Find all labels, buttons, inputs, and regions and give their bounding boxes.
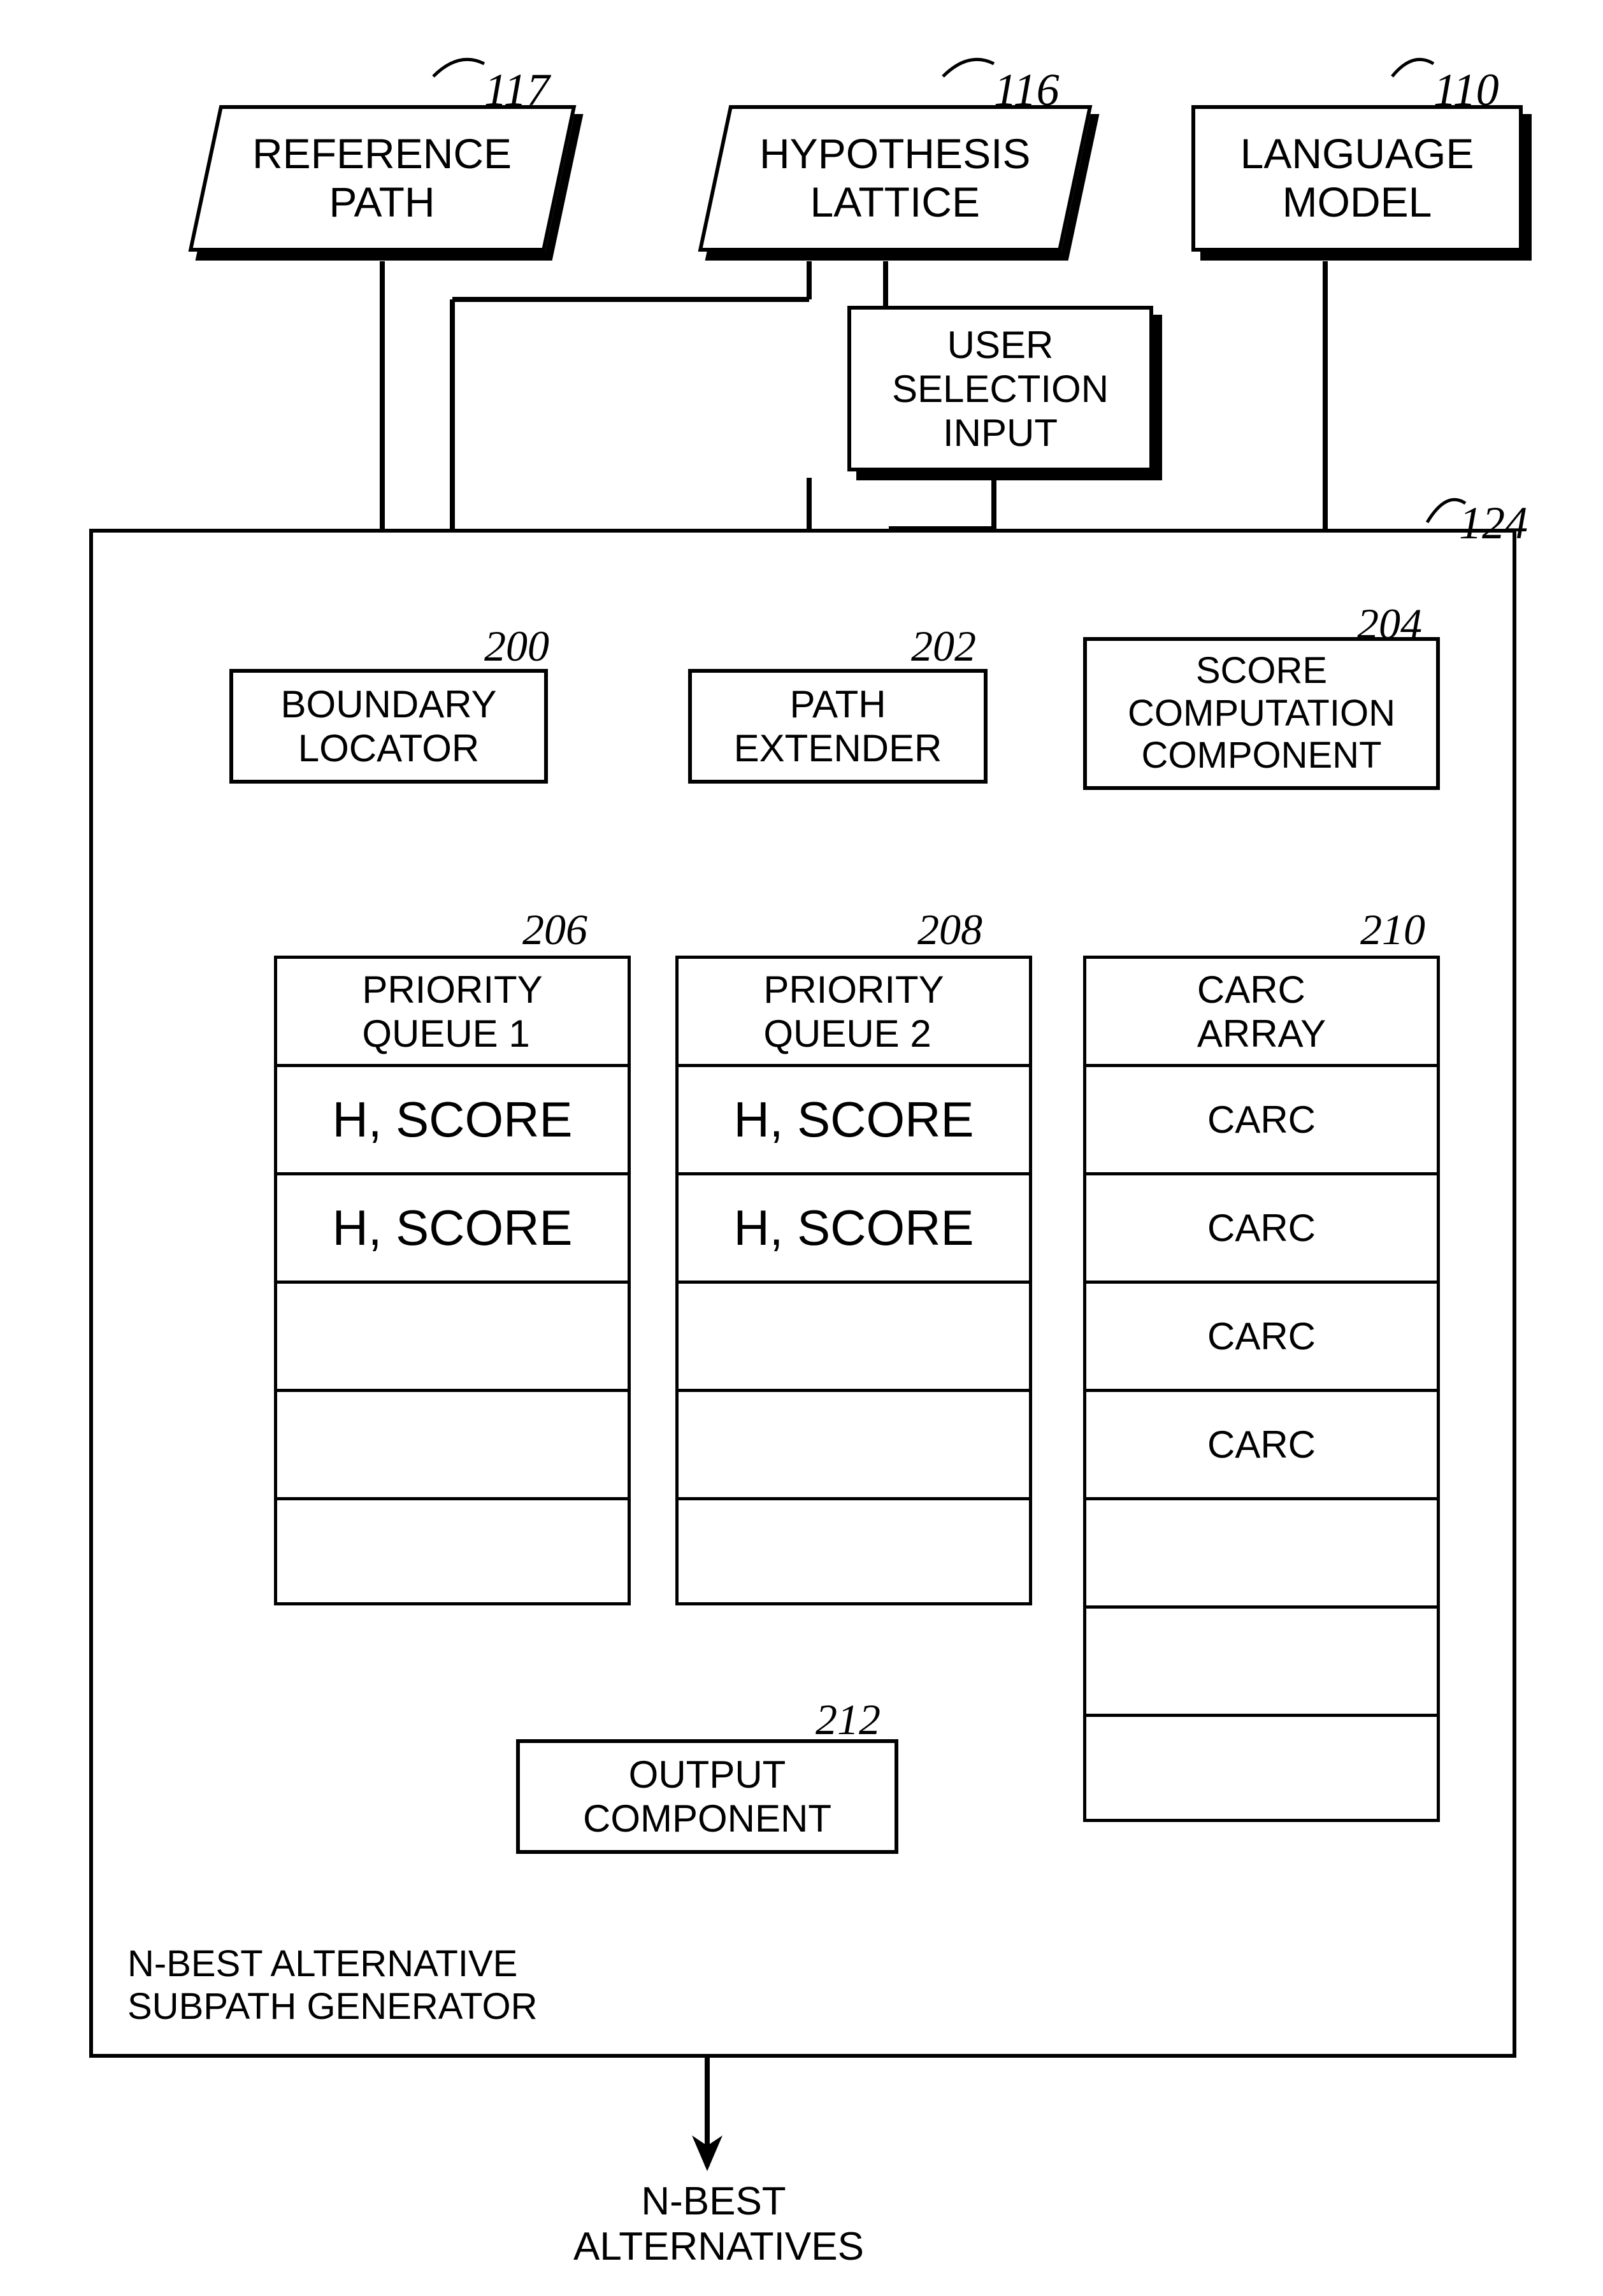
queue-q1-ref: 206	[522, 905, 587, 955]
queue-carc: CARCARRAYCARCCARCCARCCARC	[1083, 956, 1440, 1822]
reference-path-ref: 117	[484, 64, 550, 117]
container-caption: N-BEST ALTERNATIVESUBPATH GENERATOR	[127, 1943, 537, 2028]
queue-q2-ref: 208	[917, 905, 982, 955]
queue-carc-ref: 210	[1360, 905, 1425, 955]
queue-q1-cell	[274, 1497, 631, 1605]
output-label: N-BESTALTERNATIVES	[573, 2179, 854, 2270]
hypothesis-lattice-label: HYPOTHESISLATTICE	[759, 130, 1030, 227]
queue-q1-cell: H, SCORE	[274, 1064, 631, 1172]
queue-q2-header: PRIORITYQUEUE 2	[675, 956, 1032, 1064]
queue-q2-cell: H, SCORE	[675, 1064, 1032, 1172]
score-component: SCORECOMPUTATIONCOMPONENT	[1083, 637, 1440, 790]
user-selection-input: USERSELECTIONINPUT	[847, 306, 1153, 471]
queue-carc-header: CARCARRAY	[1083, 956, 1440, 1064]
score-component-ref: 204	[1357, 599, 1422, 649]
queue-q1-cell	[274, 1389, 631, 1497]
reference-path-label: REFERENCEPATH	[252, 130, 512, 227]
boundary-locator: BOUNDARYLOCATOR	[229, 669, 548, 784]
queue-carc-cell: CARC	[1083, 1172, 1440, 1281]
queue-q2-cell	[675, 1497, 1032, 1605]
queue-carc-cell	[1083, 1714, 1440, 1822]
queue-carc-cell: CARC	[1083, 1281, 1440, 1389]
output-component: OUTPUTCOMPONENT	[516, 1739, 898, 1854]
queue-q2-cell: H, SCORE	[675, 1172, 1032, 1281]
hypothesis-lattice-input: HYPOTHESISLATTICE	[698, 105, 1093, 252]
hypothesis-lattice-ref: 116	[994, 64, 1060, 117]
language-model-input: LANGUAGEMODEL	[1191, 105, 1523, 252]
queue-q1-header: PRIORITYQUEUE 1	[274, 956, 631, 1064]
path-extender-ref: 202	[911, 621, 976, 671]
queue-q1-cell	[274, 1281, 631, 1389]
queue-carc-cell	[1083, 1605, 1440, 1714]
queue-q2: PRIORITYQUEUE 2H, SCOREH, SCORE	[675, 956, 1032, 1605]
queue-q1: PRIORITYQUEUE 1H, SCOREH, SCORE	[274, 956, 631, 1605]
path-extender: PATHEXTENDER	[688, 669, 988, 784]
language-model-ref: 110	[1434, 64, 1499, 117]
queue-q2-cell	[675, 1281, 1032, 1389]
queue-carc-cell: CARC	[1083, 1064, 1440, 1172]
boundary-locator-ref: 200	[484, 621, 549, 671]
queue-carc-cell: CARC	[1083, 1389, 1440, 1497]
output-component-ref: 212	[816, 1695, 881, 1745]
queue-q1-cell: H, SCORE	[274, 1172, 631, 1281]
queue-q2-cell	[675, 1389, 1032, 1497]
container-ref-label: 124	[1459, 497, 1528, 550]
reference-path-input: REFERENCEPATH	[189, 105, 577, 252]
queue-carc-cell	[1083, 1497, 1440, 1605]
